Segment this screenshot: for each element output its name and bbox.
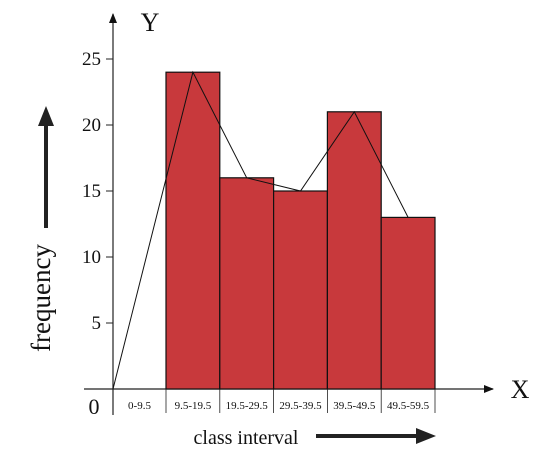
x-tick-label: 39.5-49.5 xyxy=(333,400,376,412)
y-tick-label: 5 xyxy=(92,313,102,334)
bar-19.5-29.5 xyxy=(219,177,275,390)
bars-layer xyxy=(165,71,436,390)
y-ticks-layer: 5 10 15 20 25 xyxy=(82,49,113,334)
x-tick-label: 49.5-59.5 xyxy=(387,400,430,412)
x-tick-label: 29.5-39.5 xyxy=(279,400,322,412)
x-tick-label: 9.5-19.5 xyxy=(175,400,212,412)
frequency-polygon-line xyxy=(112,70,409,390)
y-tick-label: 20 xyxy=(82,115,101,136)
x-tick-label: 0-9.5 xyxy=(128,400,151,412)
bar-29.5-39.5 xyxy=(273,190,329,390)
x-tick-label: 19.5-29.5 xyxy=(226,400,269,412)
bar-39.5-49.5 xyxy=(326,111,382,390)
y-axis-letter: Y xyxy=(141,8,160,37)
frequency-polygon-layer xyxy=(112,70,409,390)
bar-9.5-19.5 xyxy=(165,71,221,390)
y-tick-label: 15 xyxy=(82,181,101,202)
y-tick-label: 25 xyxy=(82,49,101,70)
bar-49.5-59.5 xyxy=(380,216,436,390)
y-axis-label: frequency xyxy=(26,244,56,352)
origin-label: 0 xyxy=(89,394,100,419)
x-axis-letter: X xyxy=(511,375,530,404)
x-axis-label: class interval xyxy=(194,427,299,449)
x-ticks-layer: 0-9.5 9.5-19.5 19.5-29.5 29.5-39.5 39.5-49.5… xyxy=(128,389,436,413)
y-tick-label: 10 xyxy=(82,247,101,268)
